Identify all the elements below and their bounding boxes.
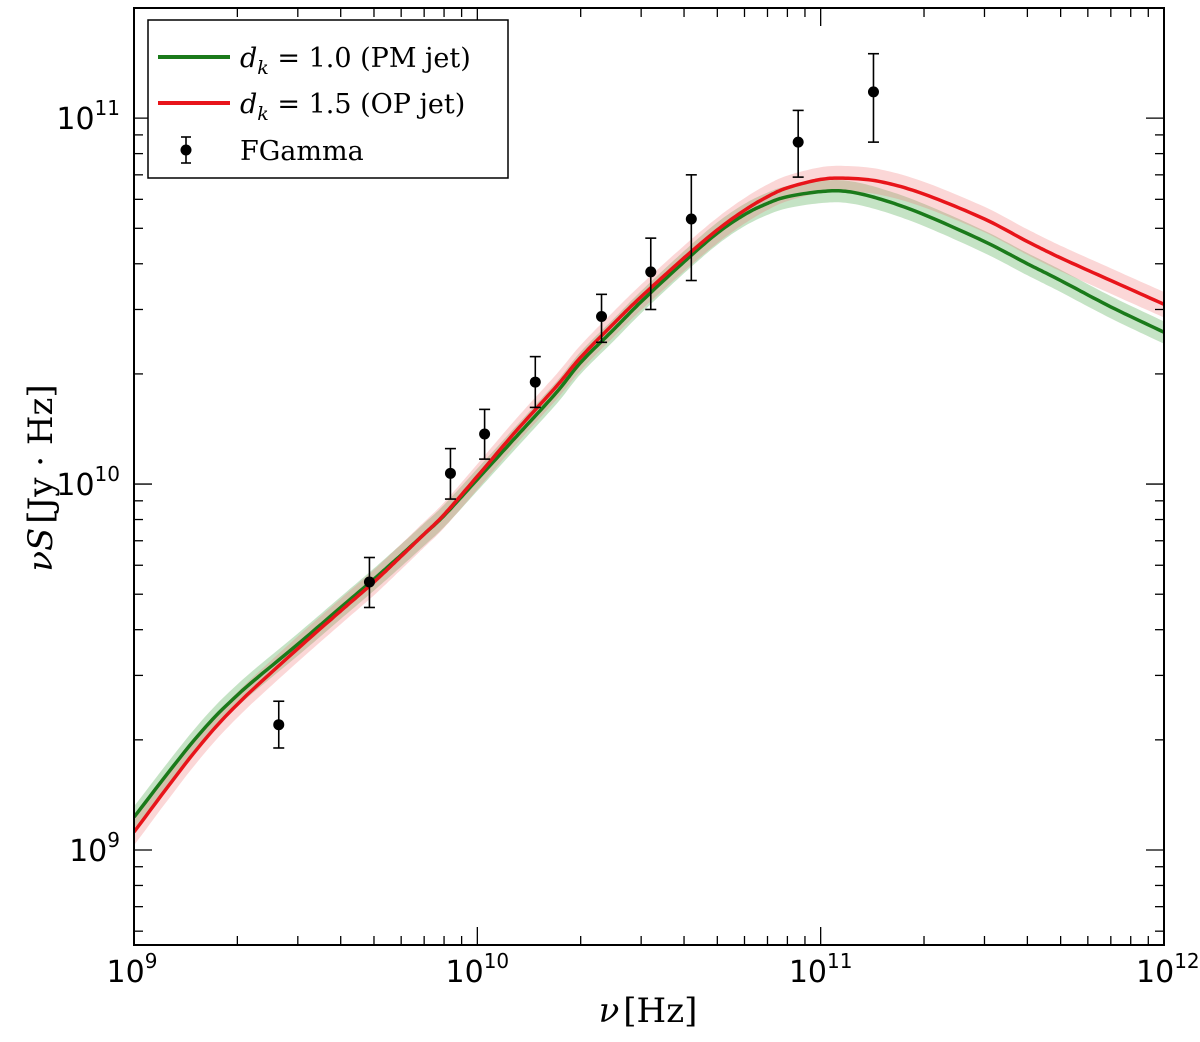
x-tick-label-exponent: 11 <box>827 949 852 973</box>
legend-label-op-jet: dk = 1.5 (OP jet) <box>240 89 465 125</box>
plot-frame <box>133 7 1165 946</box>
fgamma-point <box>792 109 804 178</box>
x-tick-label-base: 10 <box>1136 955 1174 990</box>
x-tick-label-exponent: 10 <box>484 949 509 973</box>
data-marker <box>444 467 456 479</box>
y-tick-label: 1010 <box>56 462 120 503</box>
legend-symbol-op-jet: d <box>240 89 257 120</box>
model-curves <box>134 176 1164 834</box>
data-marker <box>792 136 804 148</box>
y-axis-symbol: νS <box>21 528 61 572</box>
observation-points <box>273 52 879 749</box>
x-tick-label: 1010 <box>446 949 510 990</box>
fgamma-point <box>685 174 697 282</box>
y-tick-label-exponent: 9 <box>107 828 120 852</box>
data-marker <box>479 428 491 440</box>
fgamma-point <box>479 408 491 460</box>
y-axis-title: νS [Jy · Hz] <box>21 384 61 571</box>
legend: dk = 1.0 (PM jet) dk = 1.5 (OP jet) FGam… <box>147 19 509 179</box>
legend-subscript-op-jet: k <box>257 103 269 125</box>
y-tick-label: 1011 <box>56 96 120 137</box>
data-marker <box>645 266 657 278</box>
x-axis-title: ν [Hz] <box>599 991 698 1031</box>
curve-op-jet <box>134 176 1164 834</box>
fgamma-point <box>867 52 879 143</box>
data-marker <box>363 576 375 588</box>
x-tick-label: 109 <box>107 949 158 990</box>
y-tick-label-base: 10 <box>69 834 107 869</box>
legend-rest-pm-jet: = 1.0 (PM jet) <box>269 43 471 74</box>
fgamma-point <box>645 237 657 311</box>
y-tick-label: 109 <box>69 828 120 869</box>
x-axis-unit: [Hz] <box>623 991 697 1031</box>
data-marker <box>596 311 608 323</box>
data-marker <box>529 376 541 388</box>
legend-subscript-pm-jet: k <box>257 57 269 79</box>
x-tick-label-exponent: 12 <box>1174 949 1199 973</box>
legend-marker-fgamma <box>180 144 192 156</box>
x-tick-label-base: 10 <box>446 955 484 990</box>
data-marker <box>685 213 697 225</box>
legend-label-fgamma: FGamma <box>240 136 364 167</box>
legend-symbol-pm-jet: d <box>240 43 257 74</box>
band-op-jet <box>134 165 1164 846</box>
uncertainty-bands <box>134 165 1164 846</box>
x-tick-label-exponent: 9 <box>145 949 158 973</box>
y-axis-unit: [Jy · Hz] <box>21 384 61 523</box>
legend-rest-op-jet: = 1.5 (OP jet) <box>269 89 465 120</box>
y-tick-label-base: 10 <box>56 102 94 137</box>
curve-pm-jet <box>134 189 1164 819</box>
x-tick-label: 1012 <box>1136 949 1200 990</box>
legend-box <box>147 19 509 179</box>
data-marker <box>273 719 285 731</box>
fgamma-point <box>529 355 541 409</box>
fgamma-point <box>363 556 375 609</box>
x-tick-label-base: 10 <box>107 955 145 990</box>
fgamma-point <box>596 293 608 344</box>
x-axis-symbol: ν <box>599 991 620 1031</box>
legend-label-pm-jet: dk = 1.0 (PM jet) <box>240 43 471 79</box>
y-tick-label-exponent: 11 <box>95 96 120 120</box>
fgamma-point <box>273 700 285 749</box>
x-tick-label-base: 10 <box>789 955 827 990</box>
data-marker <box>867 86 879 98</box>
y-tick-label-base: 10 <box>56 468 94 503</box>
y-tick-label-exponent: 10 <box>95 462 120 486</box>
axis-ticks <box>133 7 1165 945</box>
x-tick-label: 1011 <box>789 949 853 990</box>
fgamma-point <box>444 447 456 500</box>
